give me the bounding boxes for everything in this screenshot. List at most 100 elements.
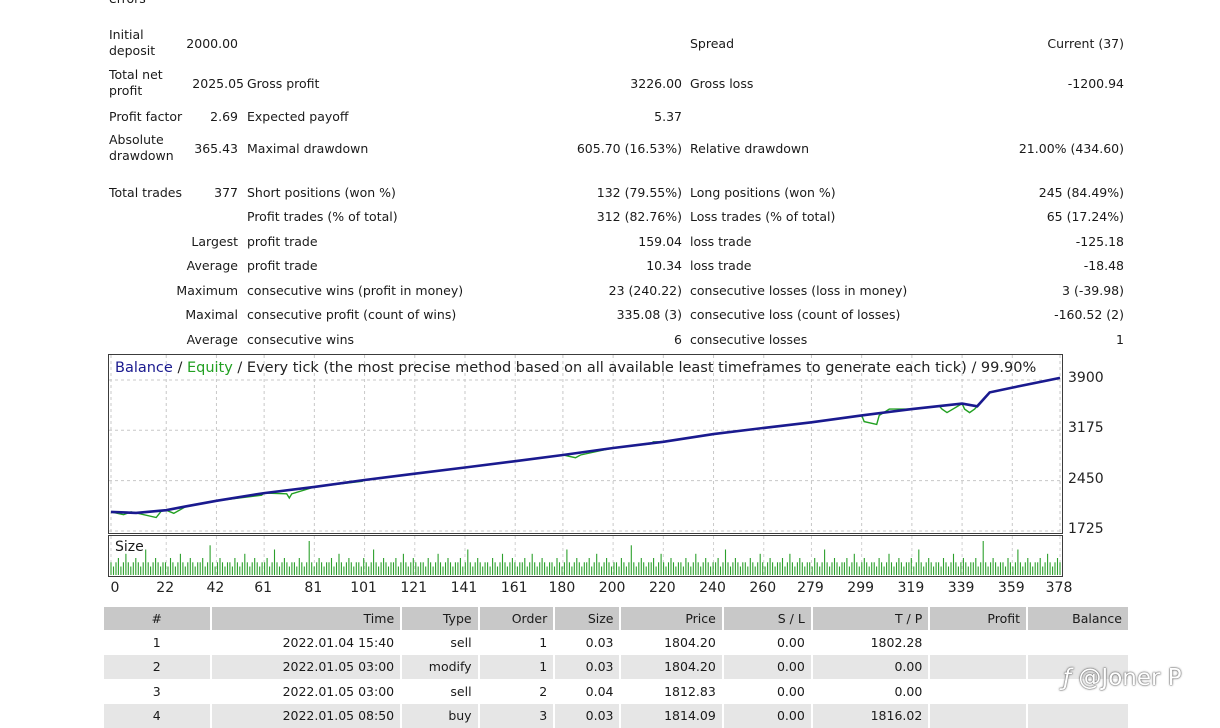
average2-label: Average: [150, 332, 238, 347]
x-tick-label: 319: [898, 580, 925, 596]
expected-payoff-value: 5.37: [560, 109, 682, 124]
average-loss-value: -18.48: [980, 258, 1124, 273]
absolute-drawdown-label: Absolute drawdown: [109, 132, 189, 164]
chart-title: Balance / Equity / Every tick (the most …: [115, 360, 1036, 376]
x-tick-label: 260: [749, 580, 776, 596]
table-cell: 0.03: [554, 630, 620, 655]
table-cell: 1814.09: [620, 704, 722, 728]
x-tick-label: 240: [699, 580, 726, 596]
initial-deposit-value: 2000.00: [180, 36, 238, 51]
long-positions-value: 245 (84.49%): [980, 185, 1124, 200]
gross-loss-label: Gross loss: [690, 76, 753, 91]
table-cell: sell: [401, 630, 478, 655]
table-cell: 0.00: [723, 655, 812, 680]
maximum-label: Maximum: [150, 283, 238, 298]
table-cell: 3: [104, 679, 211, 704]
table-cell: 1812.83: [620, 679, 722, 704]
x-tick-label: 42: [207, 580, 225, 596]
gross-profit-value: 3226.00: [560, 76, 682, 91]
table-cell: 2022.01.04 15:40: [211, 630, 402, 655]
average-profit-value: 10.34: [540, 258, 682, 273]
table-cell: [929, 679, 1027, 704]
y-tick-label: 3900: [1068, 370, 1104, 386]
x-tick-label: 121: [400, 580, 427, 596]
watermark: ƒ @Joner P: [1063, 665, 1182, 691]
zhihu-icon: ƒ: [1063, 665, 1071, 691]
largest-profit-value: 159.04: [540, 234, 682, 249]
table-cell: 1802.28: [812, 630, 930, 655]
max-cons-losses-value: 3 (-39.98): [980, 283, 1124, 298]
table-cell: 2: [104, 655, 211, 680]
maximal-cons-profit-value: 335.08 (3): [540, 307, 682, 322]
table-cell: 0.00: [812, 655, 930, 680]
largest-loss-value: -125.18: [980, 234, 1124, 249]
table-cell: [929, 704, 1027, 728]
table-cell: 1: [479, 655, 555, 680]
table-cell: 1816.02: [812, 704, 930, 728]
table-cell: [929, 655, 1027, 680]
x-tick-label: 200: [599, 580, 626, 596]
errors-label-cut: errors: [109, 0, 146, 6]
profit-trades-label: Profit trades (% of total): [247, 209, 398, 224]
series-line-balance: [111, 378, 1060, 513]
size-plot: [109, 536, 1062, 576]
x-tick-label: 279: [797, 580, 824, 596]
total-trades-label: Total trades: [109, 185, 182, 200]
table-cell: 0.00: [723, 704, 812, 728]
spread-label: Spread: [690, 36, 734, 51]
table-cell: 0.03: [554, 704, 620, 728]
table-cell: 2: [479, 679, 555, 704]
largest-loss-label: loss trade: [690, 234, 751, 249]
x-tick-label: 141: [451, 580, 478, 596]
chart-title-rest: / Every tick (the most precise method ba…: [233, 360, 1036, 376]
maximal-drawdown-value: 605.70 (16.53%): [540, 141, 682, 156]
max-cons-wins-label: consecutive wins (profit in money): [247, 283, 463, 298]
x-tick-label: 359: [998, 580, 1025, 596]
x-tick-label: 81: [304, 580, 322, 596]
max-cons-losses-label: consecutive losses (loss in money): [690, 283, 907, 298]
col-header: #: [104, 607, 211, 630]
x-tick-label: 161: [501, 580, 528, 596]
table-cell: 0.00: [723, 630, 812, 655]
table-cell: 0.04: [554, 679, 620, 704]
maximal-cons-loss-label: consecutive loss (count of losses): [690, 307, 900, 322]
size-chart: Size: [108, 535, 1063, 577]
table-cell: 1804.20: [620, 630, 722, 655]
x-tick-label: 339: [948, 580, 975, 596]
avg-cons-losses-value: 1: [980, 332, 1124, 347]
total-net-profit-value: 2025.05: [180, 76, 244, 91]
table-cell: 0.00: [812, 679, 930, 704]
chart-title-balance: Balance: [115, 360, 173, 376]
avg-cons-wins-label: consecutive wins: [247, 332, 354, 347]
table-cell: 1: [479, 630, 555, 655]
chart-title-sep: /: [173, 360, 187, 376]
largest-label: Largest: [150, 234, 238, 249]
relative-drawdown-value: 21.00% (434.60): [980, 141, 1124, 156]
absolute-drawdown-value: 365.43: [190, 141, 238, 156]
table-cell: 0.00: [723, 679, 812, 704]
col-header: Balance: [1027, 607, 1128, 630]
y-tick-label: 3175: [1068, 420, 1104, 436]
gross-profit-label: Gross profit: [247, 76, 319, 91]
expected-payoff-label: Expected payoff: [247, 109, 349, 124]
series-line-equity: [111, 378, 1060, 518]
col-header: Type: [401, 607, 478, 630]
table-cell: buy: [401, 704, 478, 728]
average-loss-label: loss trade: [690, 258, 751, 273]
col-header: Profit: [929, 607, 1027, 630]
col-header: Order: [479, 607, 555, 630]
y-tick-label: 1725: [1068, 521, 1104, 537]
average-label: Average: [150, 258, 238, 273]
x-tick-label: 61: [254, 580, 272, 596]
profit-trades-value: 312 (82.76%): [540, 209, 682, 224]
largest-profit-label: profit trade: [247, 234, 318, 249]
x-tick-label: 299: [847, 580, 874, 596]
x-tick-label: 378: [1046, 580, 1073, 596]
table-cell: [1027, 630, 1128, 655]
